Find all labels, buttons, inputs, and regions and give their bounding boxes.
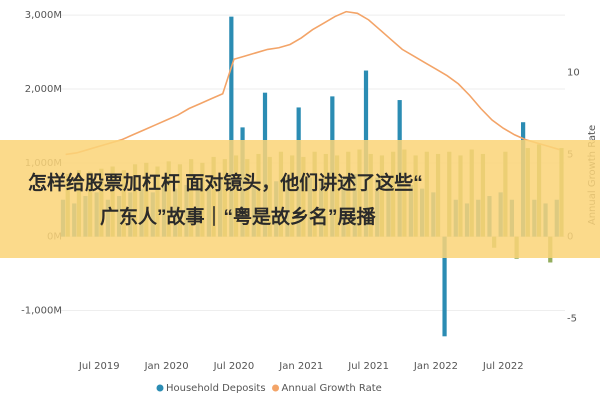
x-tick-label: Jul 2020 — [213, 361, 255, 372]
banner-text: 广东人”故事｜“粤是故乡名”展播 — [100, 205, 377, 228]
x-tick-label: Jul 2019 — [78, 361, 120, 372]
y-tick-label: -1,000M — [21, 305, 62, 316]
x-tick-label: Jul 2022 — [482, 361, 524, 372]
x-tick-label: Jan 2021 — [278, 361, 323, 372]
y-tick-label: 2,000M — [25, 84, 62, 95]
bar — [442, 236, 447, 337]
legend-label: Household Deposits — [166, 383, 266, 394]
x-tick-label: Jan 2022 — [413, 361, 458, 372]
x-tick-label: Jul 2021 — [347, 361, 389, 372]
y2-tick-label: -5 — [567, 314, 577, 325]
banner-text: 怎样给股票加杠杆 面对镜头，他们讲述了这些“ — [28, 171, 423, 194]
legend-swatch — [272, 384, 280, 392]
banner — [0, 140, 600, 258]
y-tick-label: 3,000M — [25, 10, 62, 21]
legend-label: Annual Growth Rate — [282, 383, 382, 394]
x-tick-label: Jan 2020 — [144, 361, 189, 372]
legend-swatch — [156, 384, 164, 392]
bar — [229, 16, 234, 237]
y2-tick-label: 10 — [567, 67, 580, 78]
line — [65, 10, 560, 156]
